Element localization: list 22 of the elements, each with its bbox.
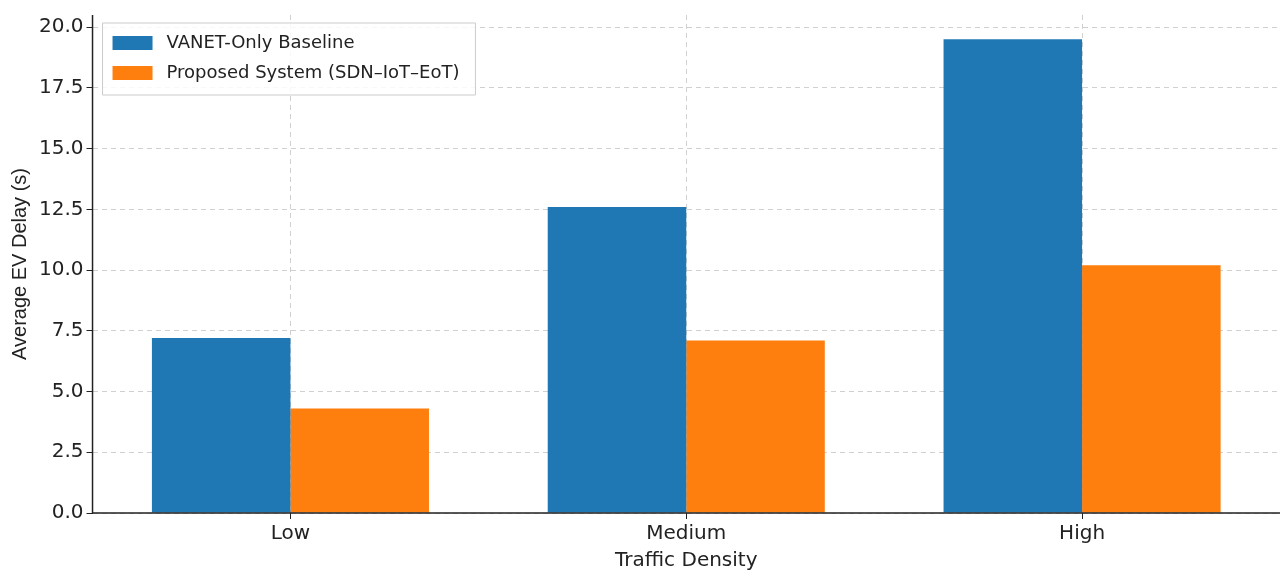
y-tick-label: 12.5 [39, 195, 84, 220]
y-tick-label: 17.5 [39, 74, 84, 99]
y-axis-title: Average EV Delay (s) [7, 168, 30, 360]
x-tick-label: Medium [646, 520, 727, 545]
bar [547, 206, 687, 513]
bar [686, 340, 825, 513]
y-tick-label: 7.5 [51, 317, 84, 342]
x-tick-label: High [1059, 520, 1106, 545]
y-tick-label: 10.0 [39, 256, 84, 281]
y-tick-label: 2.5 [51, 438, 84, 463]
bar [1082, 265, 1221, 513]
x-axis-title: Traffic Density [614, 547, 758, 572]
legend-label: VANET-Only Baseline [166, 30, 355, 52]
bar [151, 338, 291, 513]
bar [943, 39, 1083, 513]
x-tick-label: Low [270, 520, 311, 545]
legend-label: Proposed System (SDN–IoT–EoT) [166, 60, 460, 82]
y-tick-label: 5.0 [51, 377, 84, 402]
y-tick-label: 15.0 [39, 134, 84, 159]
y-tick-label: 20.0 [39, 13, 84, 38]
y-tick-label: 0.0 [51, 499, 84, 524]
bar [290, 408, 429, 513]
